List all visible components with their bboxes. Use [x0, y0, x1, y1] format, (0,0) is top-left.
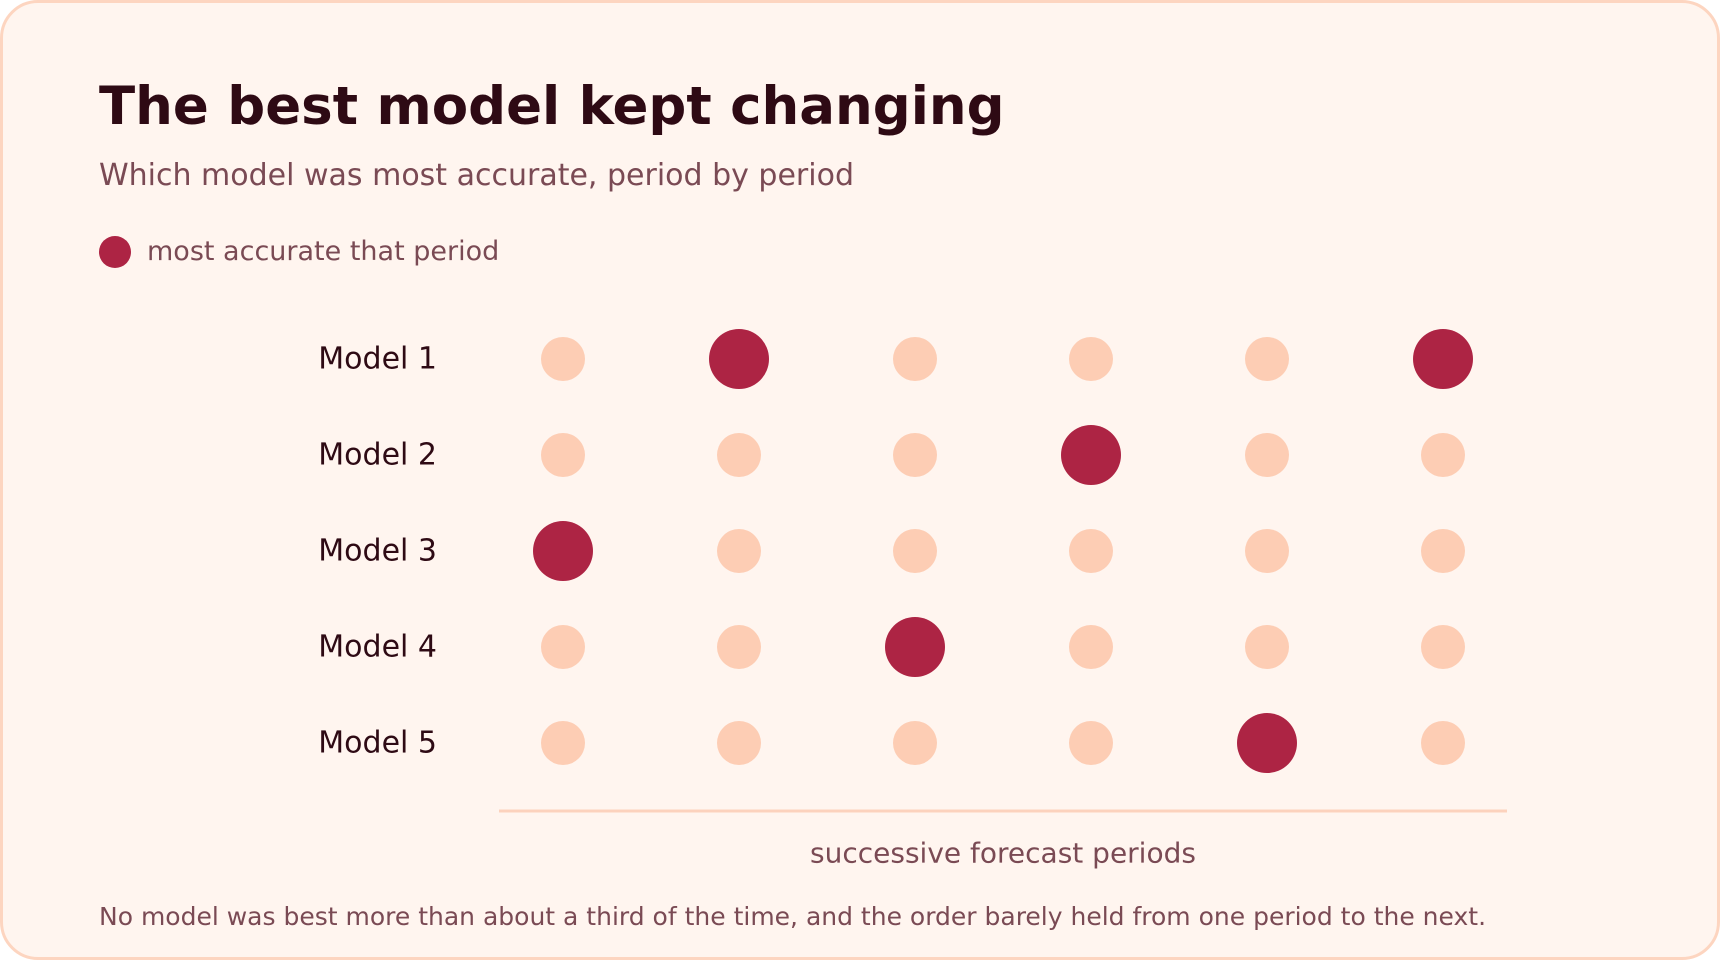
legend: most accurate that period — [99, 235, 499, 269]
model-dot — [717, 721, 761, 765]
chart-title: The best model kept changing — [99, 76, 1005, 137]
model-dot — [1069, 337, 1113, 381]
row-label: Model 4 — [318, 630, 437, 665]
best-model-dot — [709, 329, 769, 389]
model-dot — [1245, 433, 1289, 477]
model-dot — [1421, 433, 1465, 477]
model-dot — [1245, 337, 1289, 381]
best-model-dot — [1237, 713, 1297, 773]
model-dot — [1245, 625, 1289, 669]
best-model-dot — [885, 617, 945, 677]
row-label: Model 5 — [318, 726, 437, 761]
best-model-dot — [1061, 425, 1121, 485]
footnote: No model was best more than about a thir… — [99, 902, 1487, 931]
best-model-dot — [533, 521, 593, 581]
model-dot — [541, 433, 585, 477]
model-dot — [717, 433, 761, 477]
row-label: Model 2 — [318, 438, 437, 473]
model-dot — [1421, 529, 1465, 573]
model-dot — [1069, 721, 1113, 765]
model-dot — [893, 529, 937, 573]
legend-swatch — [99, 236, 131, 268]
model-dot — [1245, 529, 1289, 573]
legend-label: most accurate that period — [147, 236, 500, 267]
model-dot — [893, 433, 937, 477]
model-dot — [1421, 721, 1465, 765]
model-dot — [717, 529, 761, 573]
model-dot — [1069, 625, 1113, 669]
model-dot — [1069, 529, 1113, 573]
model-dot — [1421, 625, 1465, 669]
x-axis-label: successive forecast periods — [810, 837, 1196, 870]
model-dot — [541, 721, 585, 765]
model-dot — [717, 625, 761, 669]
model-dot — [893, 337, 937, 381]
chart-subtitle: Which model was most accurate, period by… — [99, 158, 854, 193]
row-labels: Model 1 Model 2 Model 3 Model 4 Model 5 — [318, 342, 437, 761]
model-dot — [541, 625, 585, 669]
best-model-dot — [1413, 329, 1473, 389]
dot-grid — [533, 329, 1473, 773]
row-label: Model 1 — [318, 342, 437, 377]
model-dot — [893, 721, 937, 765]
row-label: Model 3 — [318, 534, 437, 569]
model-dot — [541, 337, 585, 381]
dot-matrix-chart: Model 1 Model 2 Model 3 Model 4 Model 5 succ… — [318, 329, 1507, 870]
